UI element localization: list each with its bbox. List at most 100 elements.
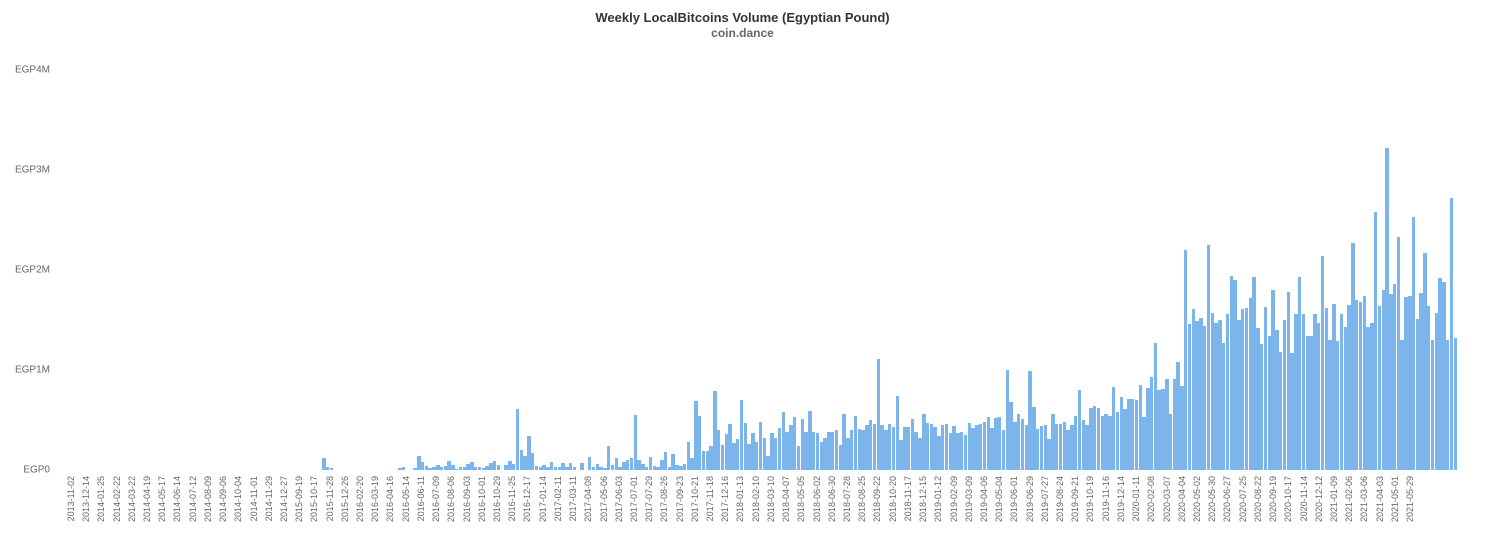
x-tick-label: 2020-04-04 bbox=[1177, 476, 1187, 522]
x-tick-label: 2020-12-12 bbox=[1314, 476, 1324, 522]
x-tick-label: 2019-11-16 bbox=[1101, 476, 1111, 521]
x-tick-label: 2020-03-07 bbox=[1162, 476, 1172, 522]
y-tick-label: EGP2M bbox=[15, 265, 50, 276]
x-tick-label: 2019-03-09 bbox=[964, 476, 974, 522]
x-tick-label: 2014-05-17 bbox=[157, 476, 167, 522]
x-tick-label: 2016-02-20 bbox=[355, 476, 365, 522]
x-tick-label: 2019-12-14 bbox=[1116, 476, 1126, 522]
x-tick-label: 2020-08-22 bbox=[1253, 476, 1263, 522]
x-tick-label: 2020-05-02 bbox=[1192, 476, 1202, 522]
y-tick-label: EGP1M bbox=[15, 365, 50, 376]
x-tick-label: 2015-10-17 bbox=[309, 476, 319, 522]
x-tick-label: 2015-11-28 bbox=[325, 476, 335, 521]
x-tick-label: 2017-07-29 bbox=[644, 476, 654, 522]
x-tick-label: 2021-03-06 bbox=[1359, 476, 1369, 522]
x-tick-label: 2021-05-01 bbox=[1390, 476, 1400, 522]
x-tick-label: 2017-11-18 bbox=[705, 476, 715, 521]
x-tick-label: 2018-10-20 bbox=[888, 476, 898, 522]
x-tick-label: 2016-03-19 bbox=[370, 476, 380, 522]
chart-container: Weekly LocalBitcoins Volume (Egyptian Po… bbox=[0, 0, 1485, 550]
bars-group bbox=[60, 50, 1460, 470]
x-tick-label: 2018-06-02 bbox=[812, 476, 822, 522]
x-tick-label: 2021-02-06 bbox=[1344, 476, 1354, 522]
bar[interactable] bbox=[330, 468, 333, 470]
x-tick-label: 2014-01-25 bbox=[96, 476, 106, 522]
chart-title: Weekly LocalBitcoins Volume (Egyptian Po… bbox=[0, 10, 1485, 25]
x-tick-label: 2019-07-27 bbox=[1040, 476, 1050, 522]
x-tick-label: 2018-09-22 bbox=[872, 476, 882, 522]
x-tick-label: 2017-02-11 bbox=[553, 476, 563, 521]
x-tick-label: 2019-01-12 bbox=[933, 476, 943, 522]
x-tick-label: 2020-07-25 bbox=[1238, 476, 1248, 522]
x-tick-label: 2018-08-25 bbox=[857, 476, 867, 522]
chart-subtitle: coin.dance bbox=[0, 26, 1485, 40]
x-tick-label: 2020-10-17 bbox=[1283, 476, 1293, 522]
x-axis: 2013-11-02 2013-12-14 2014-01-25 2014-02-22… bbox=[60, 472, 1460, 550]
title-block: Weekly LocalBitcoins Volume (Egyptian Po… bbox=[0, 10, 1485, 40]
x-tick-label: 2014-07-12 bbox=[188, 476, 198, 522]
x-tick-label: 2018-12-15 bbox=[918, 476, 928, 522]
x-tick-label: 2013-12-14 bbox=[81, 476, 91, 522]
plot-area bbox=[60, 50, 1460, 470]
x-tick-label: 2014-02-22 bbox=[112, 476, 122, 522]
x-tick-label: 2014-09-06 bbox=[218, 476, 228, 522]
x-tick-label: 2018-11-17 bbox=[903, 476, 913, 521]
bar[interactable] bbox=[580, 463, 583, 470]
y-tick-label: EGP3M bbox=[15, 165, 50, 176]
x-tick-label: 2016-08-06 bbox=[446, 476, 456, 522]
x-tick-label: 2016-06-11 bbox=[416, 476, 426, 521]
y-axis: EGP0EGP1MEGP2MEGP3MEGP4M bbox=[0, 50, 55, 470]
x-tick-label: 2017-09-23 bbox=[675, 476, 685, 522]
x-tick-label: 2014-11-01 bbox=[249, 476, 259, 521]
x-tick-label: 2017-07-01 bbox=[629, 476, 639, 522]
x-tick-label: 2014-08-09 bbox=[203, 476, 213, 522]
x-tick-label: 2021-05-29 bbox=[1405, 476, 1415, 522]
x-tick-label: 2016-11-25 bbox=[507, 476, 517, 521]
x-tick-label: 2015-09-19 bbox=[294, 476, 304, 522]
x-tick-label: 2014-03-22 bbox=[127, 476, 137, 522]
x-tick-label: 2017-04-08 bbox=[583, 476, 593, 522]
x-tick-label: 2016-12-17 bbox=[522, 476, 532, 522]
bar[interactable] bbox=[1454, 338, 1457, 470]
x-tick-label: 2020-06-27 bbox=[1222, 476, 1232, 522]
x-tick-label: 2016-05-14 bbox=[401, 476, 411, 522]
x-tick-label: 2020-05-30 bbox=[1207, 476, 1217, 522]
bar[interactable] bbox=[497, 465, 500, 470]
x-tick-label: 2019-06-01 bbox=[1009, 476, 1019, 522]
y-tick-label: EGP0 bbox=[23, 465, 50, 476]
x-tick-label: 2020-11-14 bbox=[1299, 476, 1309, 521]
x-tick-label: 2014-10-04 bbox=[233, 476, 243, 522]
x-tick-label: 2018-05-05 bbox=[796, 476, 806, 522]
x-tick-label: 2014-06-14 bbox=[172, 476, 182, 522]
x-tick-label: 2015-12-26 bbox=[340, 476, 350, 522]
x-tick-label: 2014-12-27 bbox=[279, 476, 289, 522]
x-tick-label: 2019-02-09 bbox=[949, 476, 959, 522]
x-tick-label: 2016-10-01 bbox=[477, 476, 487, 522]
x-tick-label: 2018-06-30 bbox=[827, 476, 837, 522]
x-tick-label: 2017-05-06 bbox=[599, 476, 609, 522]
x-tick-label: 2019-09-21 bbox=[1070, 476, 1080, 522]
x-tick-label: 2016-07-09 bbox=[431, 476, 441, 522]
x-tick-label: 2014-04-19 bbox=[142, 476, 152, 522]
x-tick-label: 2019-06-29 bbox=[1025, 476, 1035, 522]
x-tick-label: 2016-09-03 bbox=[462, 476, 472, 522]
bar[interactable] bbox=[573, 467, 576, 471]
x-tick-label: 2017-12-16 bbox=[720, 476, 730, 522]
x-tick-label: 2020-01-11 bbox=[1131, 476, 1141, 521]
x-tick-label: 2020-02-08 bbox=[1146, 476, 1156, 522]
x-tick-label: 2017-03-11 bbox=[568, 476, 578, 521]
x-tick-label: 2017-10-21 bbox=[690, 476, 700, 522]
x-tick-label: 2020-09-19 bbox=[1268, 476, 1278, 522]
x-tick-label: 2013-11-02 bbox=[66, 476, 76, 521]
x-tick-label: 2021-04-03 bbox=[1375, 476, 1385, 522]
x-tick-label: 2016-04-16 bbox=[385, 476, 395, 522]
x-tick-label: 2018-07-28 bbox=[842, 476, 852, 522]
x-tick-label: 2017-01-14 bbox=[538, 476, 548, 522]
x-tick-label: 2019-04-06 bbox=[979, 476, 989, 522]
x-tick-label: 2018-02-10 bbox=[751, 476, 761, 522]
x-tick-label: 2014-11-29 bbox=[264, 476, 274, 521]
x-tick-label: 2016-10-29 bbox=[492, 476, 502, 522]
bar[interactable] bbox=[402, 467, 405, 470]
x-tick-label: 2017-08-26 bbox=[659, 476, 669, 522]
x-tick-label: 2021-01-09 bbox=[1329, 476, 1339, 522]
